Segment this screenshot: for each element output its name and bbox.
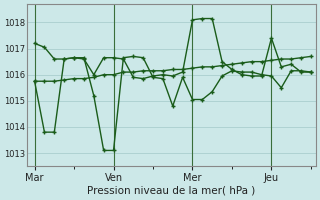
X-axis label: Pression niveau de la mer( hPa ): Pression niveau de la mer( hPa ) bbox=[87, 186, 255, 196]
